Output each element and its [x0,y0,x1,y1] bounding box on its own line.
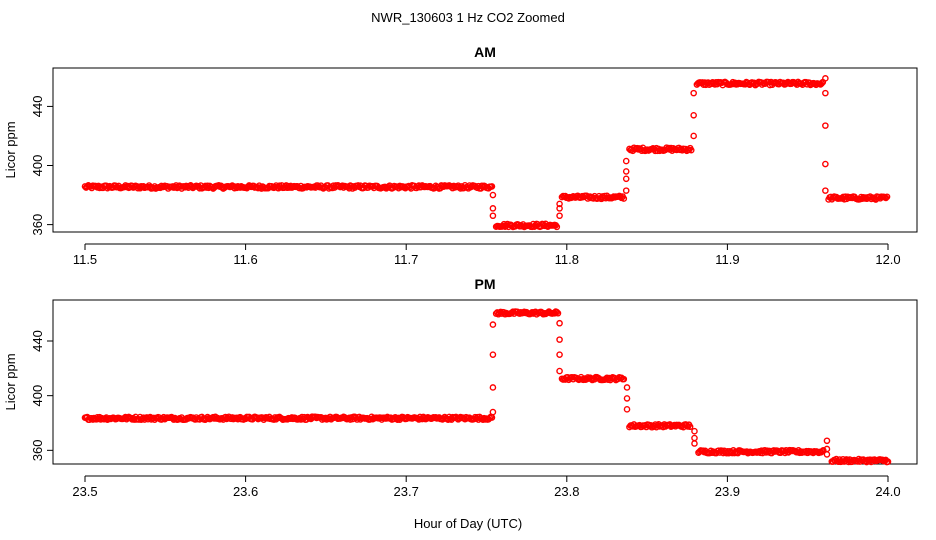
panel-am: AM Licor ppm 11.5 11.6 11.7 11.8 11.9 12.0 36… [3,44,918,267]
data-point [818,80,825,87]
transition-point [822,122,829,129]
panel-am-x-axis: 11.5 11.6 11.7 11.8 11.9 12.0 [73,243,901,267]
x-tick-label: 23.5 [72,484,97,499]
transition-point [623,406,631,413]
transition-point [556,336,563,343]
transition-point [622,175,630,183]
transition-point [622,168,630,175]
panel-pm-y-axis: 360 400 440 [30,330,54,461]
transition-point [822,160,829,168]
transition-point [690,89,697,97]
transition-point [822,75,829,82]
transition-point [690,132,697,140]
x-tick-label: 23.6 [233,484,258,499]
panel-am-y-axis: 360 400 440 [30,96,54,236]
x-tick-label: 11.5 [73,252,97,267]
transition-point [556,212,563,220]
x-tick-label: 11.6 [233,252,257,267]
transition-point [556,205,563,212]
panel-pm-x-axis: 23.5 23.6 23.7 23.8 23.9 24.0 [72,475,901,499]
data-point [819,447,827,454]
panel-am-title: AM [474,44,496,60]
transition-point [822,187,829,194]
figure-title: NWR_130603 1 Hz CO2 Zoomed [371,10,565,25]
panel-pm-points [81,308,892,466]
panel-am-ylabel: Licor ppm [3,121,18,178]
panel-pm-ylabel: Licor ppm [3,353,18,410]
transition-point [489,321,497,328]
transition-point [489,384,497,391]
data-point [620,195,628,202]
transition-point [489,351,497,358]
x-tick-label: 12.0 [875,252,900,267]
transition-point [623,384,631,391]
data-point [883,193,891,201]
panel-pm: PM Licor ppm 23.5 23.6 23.7 23.8 23.9 24.0 36… [3,276,918,499]
data-point [687,146,695,154]
data-point [882,194,890,202]
transition-point [556,319,563,327]
transition-point [489,408,497,416]
transition-point [691,427,698,435]
x-tick-label: 11.9 [715,252,739,267]
transition-point [623,395,631,402]
transition-point [556,367,563,375]
y-tick-label: 360 [30,214,45,236]
data-point [686,423,694,431]
transition-point [489,191,497,199]
panel-pm-title: PM [475,276,496,292]
transition-point [823,451,831,458]
transition-point [690,111,697,119]
transition-point [622,187,630,194]
transition-point [822,89,829,97]
data-point [488,183,496,190]
data-point [677,145,685,153]
transition-point [489,205,497,212]
data-point [553,223,561,231]
y-tick-label: 440 [30,330,45,352]
y-tick-label: 360 [30,439,45,461]
x-tick-label: 23.8 [554,484,579,499]
y-tick-label: 400 [30,155,45,177]
x-tick-label: 11.7 [394,252,418,267]
data-point [620,375,628,383]
transition-point [556,200,563,208]
x-tick-label: 24.0 [875,484,900,499]
data-point [554,309,562,317]
transition-point [691,440,698,447]
y-tick-label: 440 [30,96,45,118]
y-tick-label: 400 [30,385,45,407]
transition-point [823,437,831,445]
panel-am-points [81,75,891,231]
data-point [553,308,561,316]
transition-point [622,157,630,165]
x-tick-label: 23.7 [394,484,419,499]
x-tick-label: 23.9 [715,484,740,499]
data-point [884,458,892,465]
transition-point [489,212,497,220]
transition-point [556,351,563,358]
x-tick-label: 11.8 [555,252,579,267]
figure-xlabel: Hour of Day (UTC) [414,516,522,531]
